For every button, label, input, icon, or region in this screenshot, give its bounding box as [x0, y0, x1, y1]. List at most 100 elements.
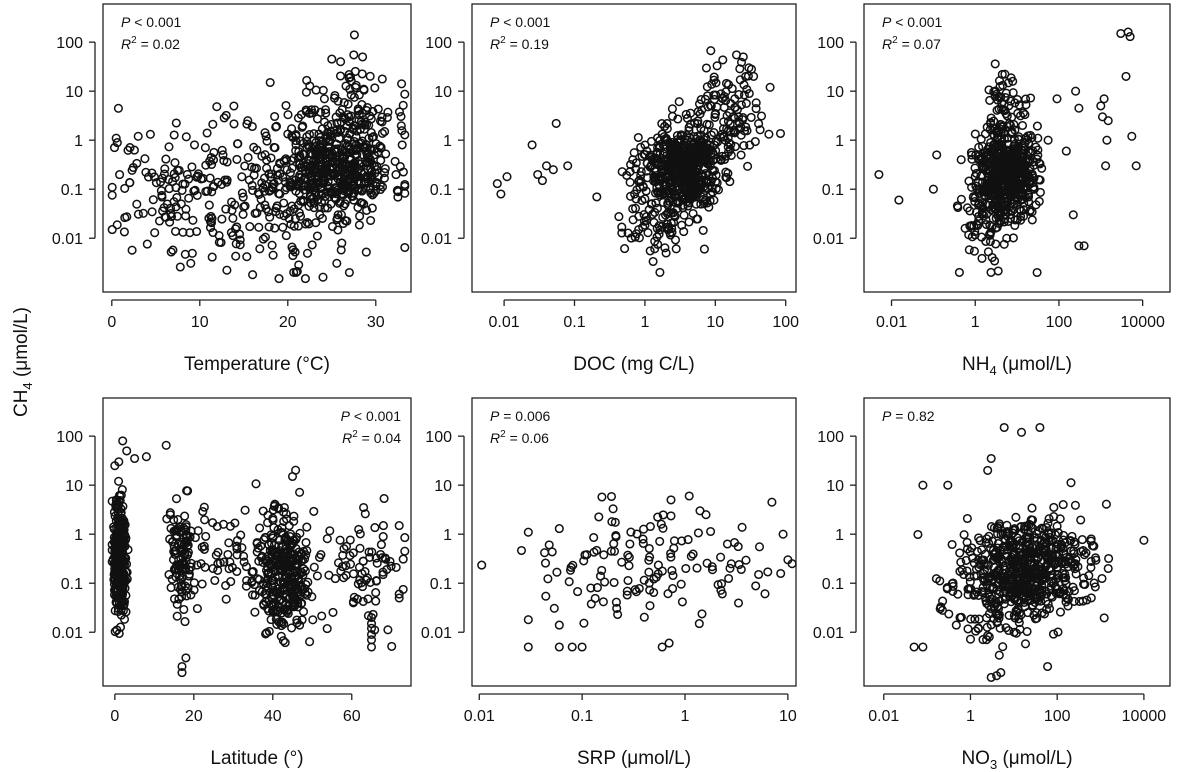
- data-point: [217, 214, 227, 224]
- data-point: [237, 543, 247, 553]
- data-point: [622, 586, 632, 596]
- stat-superscript: 2: [892, 35, 898, 46]
- data-point: [109, 143, 120, 153]
- data-point: [1058, 500, 1068, 510]
- data-point: [1078, 596, 1088, 606]
- data-point: [293, 221, 303, 231]
- data-point: [162, 199, 172, 209]
- data-point: [169, 130, 179, 140]
- data-point: [298, 121, 308, 131]
- data-point: [688, 208, 698, 219]
- data-point: [221, 204, 231, 214]
- data-point: [992, 601, 1003, 611]
- data-point: [297, 615, 307, 625]
- data-point: [174, 594, 184, 604]
- data-point: [703, 102, 713, 112]
- data-point: [706, 130, 716, 140]
- data-point: [1043, 518, 1053, 528]
- x-tick-label: 10: [779, 708, 797, 725]
- data-point: [999, 239, 1009, 249]
- data-point: [1043, 599, 1053, 609]
- data-point: [668, 197, 678, 207]
- data-point: [959, 569, 969, 580]
- data-point: [699, 197, 710, 207]
- data-point: [261, 629, 271, 639]
- data-point: [228, 231, 238, 241]
- data-point: [986, 177, 996, 187]
- data-point: [1103, 116, 1113, 126]
- data-point: [359, 85, 369, 95]
- data-point: [654, 229, 664, 239]
- data-point: [200, 143, 210, 153]
- data-point: [353, 202, 363, 213]
- data-point: [724, 573, 734, 584]
- data-point: [147, 207, 157, 217]
- data-point: [364, 547, 374, 557]
- y-tick-label: 0.1: [61, 576, 83, 593]
- data-point: [341, 81, 351, 91]
- data-point: [270, 587, 280, 597]
- panel-4: 0 20 40 60 Latitude (°) 0.01 0.1 1 10 100 P < 0.00…: [52, 397, 412, 769]
- data-point: [115, 554, 125, 564]
- data-point: [540, 558, 551, 568]
- data-point: [345, 155, 355, 165]
- data-point: [982, 180, 992, 190]
- data-point: [590, 593, 600, 603]
- data-point: [986, 672, 996, 682]
- data-point: [994, 76, 1005, 86]
- data-point: [323, 127, 333, 137]
- data-point: [730, 94, 740, 104]
- data-point: [271, 122, 281, 132]
- data-point: [697, 140, 707, 150]
- data-point: [205, 173, 215, 183]
- data-point: [264, 222, 274, 232]
- data-point: [323, 157, 333, 167]
- data-point: [287, 623, 297, 633]
- data-point: [172, 611, 182, 621]
- data-point: [666, 548, 676, 559]
- data-point: [200, 515, 210, 525]
- data-point: [120, 183, 130, 193]
- data-point: [1053, 627, 1063, 637]
- data-point: [367, 547, 377, 557]
- data-point: [222, 265, 232, 275]
- data-point: [1063, 594, 1073, 605]
- data-point: [703, 183, 713, 193]
- data-point: [179, 604, 189, 615]
- data-point: [276, 566, 286, 576]
- data-point: [617, 557, 627, 567]
- data-point: [145, 129, 155, 139]
- data-point: [639, 210, 649, 220]
- data-point: [1116, 28, 1126, 39]
- data-point: [970, 614, 980, 624]
- data-point: [206, 211, 216, 221]
- data-point: [171, 572, 181, 582]
- data-point: [1013, 134, 1023, 144]
- data-point: [156, 177, 166, 187]
- data-point: [989, 87, 999, 97]
- data-point: [132, 158, 142, 168]
- data-point: [107, 182, 117, 192]
- data-point: [264, 186, 274, 196]
- data-point: [701, 138, 712, 149]
- data-point: [1024, 532, 1034, 542]
- data-point: [251, 479, 261, 489]
- y-tick-label: 1: [74, 133, 83, 150]
- data-point: [1014, 618, 1024, 628]
- data-point: [610, 517, 620, 527]
- data-point: [361, 247, 371, 257]
- stat-value: = 0.04: [358, 430, 401, 446]
- data-point: [701, 63, 711, 73]
- data-point: [667, 104, 677, 114]
- data-point: [955, 548, 965, 558]
- data-point: [1011, 606, 1021, 616]
- data-point: [168, 245, 178, 255]
- data-point: [355, 211, 365, 221]
- data-point: [338, 184, 348, 194]
- data-point: [989, 188, 999, 198]
- x-tick-label: 0.01: [489, 314, 520, 331]
- data-point: [641, 212, 652, 222]
- data-point: [309, 562, 319, 572]
- data-point: [1022, 626, 1032, 637]
- data-point: [332, 215, 342, 225]
